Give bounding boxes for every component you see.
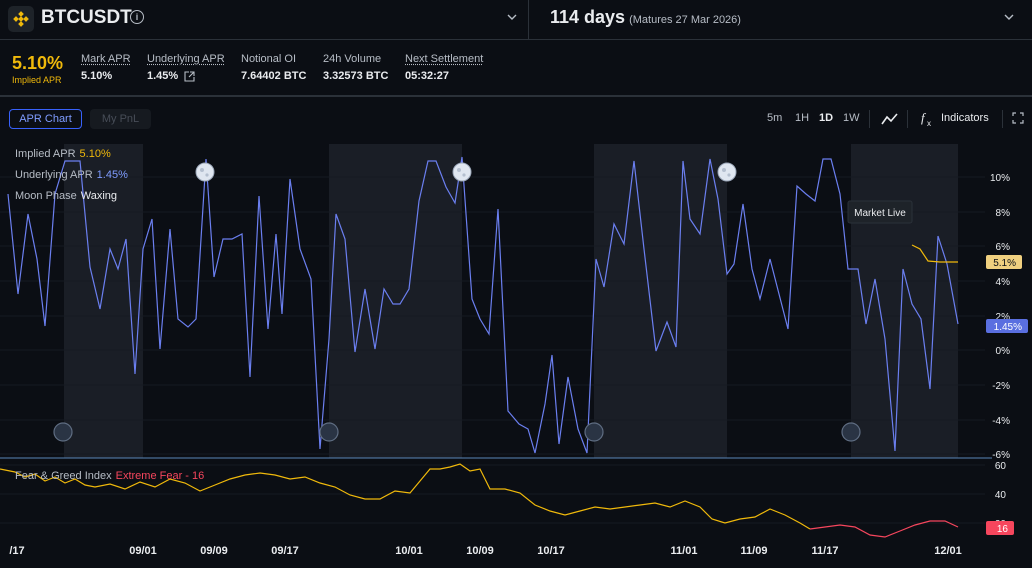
full-moon-icon <box>195 162 215 182</box>
x-tick-label: 11/01 <box>671 545 698 557</box>
tab-my-pnl[interactable]: My PnL <box>90 109 151 129</box>
legend-fg-label: Fear & Greed Index <box>15 470 112 482</box>
mark-apr-value: 5.10% <box>81 70 113 82</box>
y-tick-label: 4% <box>996 277 1011 288</box>
new-moon-icon <box>841 422 861 442</box>
settlement-label[interactable]: Next Settlement <box>405 53 484 65</box>
lunar-phase-band <box>851 144 958 458</box>
implied-apr-line <box>911 244 958 263</box>
indicators-button[interactable]: Indicators <box>941 112 989 124</box>
legend-moon: Moon Phase Waxing <box>15 190 117 202</box>
mark-apr-stat: Mark APR 5.10% <box>81 53 131 82</box>
y-tick-label: 0% <box>996 346 1011 357</box>
timeframe-1h[interactable]: 1H <box>795 112 810 124</box>
legend-fg-value: Extreme Fear - 16 <box>115 470 205 482</box>
maturity-chevron-down-icon[interactable] <box>1004 12 1014 22</box>
fear-greed-line <box>0 463 811 530</box>
svg-text:f: f <box>921 110 927 125</box>
underlying-apr-value: 1.45% <box>147 70 179 82</box>
full-moon-icon <box>717 162 737 182</box>
info-icon[interactable]: i <box>130 10 144 24</box>
mark-apr-label[interactable]: Mark APR <box>81 53 131 65</box>
new-moon-icon <box>319 422 339 442</box>
underlying-apr-line <box>7 156 959 454</box>
volume-value: 3.32573 BTC <box>323 70 389 82</box>
settlement-stat: Next Settlement 05:32:27 <box>405 53 483 82</box>
x-tick-label: 10/09 <box>466 545 494 557</box>
apr-chart[interactable]: 10%8%6%4%2%0%-2%-4%-6% 604020 /1709/0109… <box>0 139 1032 563</box>
fear-greed-tag: 16 <box>986 521 1014 535</box>
x-tick-label: 09/17 <box>271 545 299 557</box>
fear-greed-line-extreme <box>809 520 959 538</box>
lunar-phase-band <box>594 144 727 458</box>
market-live-label: Market Live <box>854 208 906 219</box>
legend-underlying-value: 1.45% <box>96 169 128 181</box>
new-moon-icon <box>53 422 73 442</box>
y-tick-label: 10% <box>990 173 1010 184</box>
implied-apr-label: Implied APR <box>12 75 62 85</box>
symbol-title[interactable]: BTCUSDT <box>41 7 132 28</box>
underlying-apr-tag: 1.45% <box>986 319 1028 333</box>
svg-text:x: x <box>927 119 931 128</box>
timeframe-1d[interactable]: 1D <box>819 112 834 124</box>
implied-apr-tag-text: 5.1% <box>993 258 1016 269</box>
y-tick-label: -6% <box>992 450 1010 461</box>
legend-implied: Implied APR 5.10% <box>15 148 111 160</box>
x-tick-label: 12/01 <box>934 545 962 557</box>
stats-bar: 5.10% Implied APR Mark APR 5.10% Underly… <box>0 41 1032 97</box>
notional-oi-value: 7.64402 BTC <box>241 70 307 82</box>
legend-underlying: Underlying APR 1.45% <box>15 169 128 181</box>
apr-chart-canvas[interactable]: 10%8%6%4%2%0%-2%-4%-6% 604020 /1709/0109… <box>0 139 1032 563</box>
days-to-maturity: 114 days <box>550 7 626 27</box>
y-tick-label: -4% <box>992 416 1010 427</box>
volume-stat: 24h Volume 3.32573 BTC <box>323 53 388 82</box>
lunar-phase-band <box>329 144 462 458</box>
implied-apr-tag: 5.1% <box>986 255 1022 269</box>
x-tick-label: 11/09 <box>741 545 768 557</box>
x-tick-label: 09/01 <box>129 545 157 557</box>
x-tick-label: 10/17 <box>537 545 565 557</box>
legend-implied-label: Implied APR <box>15 148 76 160</box>
legend-fear-greed: Fear & Greed Index Extreme Fear - 16 <box>15 470 204 482</box>
binance-logo-icon <box>8 6 34 32</box>
external-link-icon[interactable] <box>184 70 195 82</box>
line-chart-type-icon[interactable] <box>881 111 899 127</box>
underlying-apr-tag-text: 1.45% <box>994 322 1022 333</box>
volume-label: 24h Volume <box>323 53 382 65</box>
fg-tick-label: 60 <box>995 461 1007 472</box>
timeframe-5m[interactable]: 5m <box>767 112 783 124</box>
settlement-countdown: 05:32:27 <box>405 70 450 82</box>
legend-underlying-label: Underlying APR <box>15 169 93 181</box>
y-tick-label: 6% <box>996 242 1011 253</box>
implied-apr-value: 5.10% <box>12 53 64 73</box>
x-tick-label: 10/01 <box>395 545 423 557</box>
fear-greed-tag-text: 16 <box>997 524 1009 535</box>
fullscreen-icon[interactable] <box>1012 112 1024 124</box>
x-tick-label: 11/17 <box>812 545 839 557</box>
y-tick-label: 8% <box>996 208 1011 219</box>
underlying-apr-stat: Underlying APR 1.45% <box>147 53 225 82</box>
maturity-date: (Matures 27 Mar 2026) <box>629 14 741 26</box>
x-tick-label: /17 <box>9 545 24 557</box>
fg-tick-label: 40 <box>995 490 1007 501</box>
legend-moon-label: Moon Phase <box>15 190 77 202</box>
new-moon-icon <box>584 422 604 442</box>
y-tick-label: 2% <box>996 312 1011 323</box>
notional-oi-label: Notional OI <box>241 53 297 65</box>
timeframe-1w[interactable]: 1W <box>843 112 860 124</box>
legend-implied-value: 5.10% <box>79 148 111 160</box>
underlying-apr-label[interactable]: Underlying APR <box>147 53 225 65</box>
top-bar: BTCUSDT i 114 days (Matures 27 Mar 2026) <box>0 0 1032 40</box>
tab-apr-chart[interactable]: APR Chart <box>9 109 82 129</box>
x-tick-label: 09/09 <box>200 545 228 557</box>
symbol-chevron-down-icon[interactable] <box>507 12 517 22</box>
market-live-marker: Market Live <box>847 200 913 224</box>
y-tick-label: -2% <box>992 381 1010 392</box>
full-moon-icon <box>452 162 472 182</box>
legend-moon-value: Waxing <box>80 190 118 202</box>
maturity-selector[interactable]: 114 days (Matures 27 Mar 2026) <box>550 7 741 28</box>
notional-oi-stat: Notional OI 7.64402 BTC <box>241 53 306 82</box>
